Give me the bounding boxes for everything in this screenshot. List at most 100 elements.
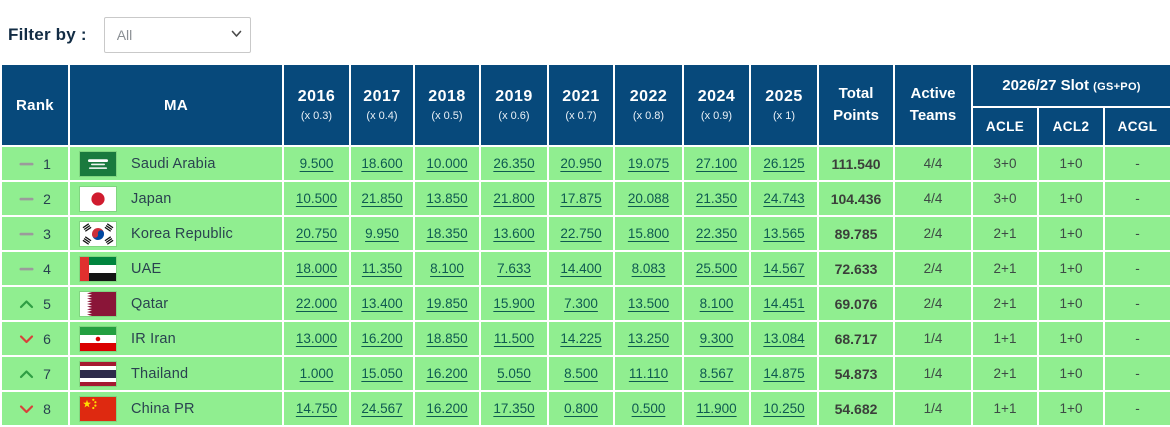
score-link[interactable]: 11.900 <box>696 401 737 416</box>
score-link[interactable]: 8.567 <box>699 366 734 381</box>
header-year-2019: 2019 (x 0.6) <box>479 63 549 147</box>
score-link[interactable]: 17.350 <box>493 401 535 416</box>
score-link[interactable]: 13.565 <box>763 226 805 241</box>
score-link[interactable]: 17.875 <box>560 191 602 206</box>
rank-number: 4 <box>43 260 51 277</box>
header-year-2016: 2016 (x 0.3) <box>282 63 351 147</box>
total-points: 69.076 <box>817 285 895 322</box>
score-link[interactable]: 13.400 <box>361 296 403 311</box>
score-link[interactable]: 7.300 <box>564 296 598 311</box>
slot-acle: 1+1 <box>971 390 1039 427</box>
active-teams: 1/4 <box>893 320 973 357</box>
score-link[interactable]: 14.225 <box>560 331 602 346</box>
score-link[interactable]: 18.000 <box>295 261 338 276</box>
score-link[interactable]: 16.200 <box>426 366 468 381</box>
flag-korea-republic-icon <box>80 221 116 246</box>
score-link[interactable]: 18.600 <box>361 156 403 171</box>
score-link[interactable]: 18.350 <box>426 226 468 241</box>
filter-dropdown[interactable]: All <box>103 16 251 53</box>
score-link[interactable]: 8.500 <box>564 366 598 381</box>
score-link[interactable]: 1.000 <box>299 366 334 381</box>
score-link[interactable]: 13.600 <box>493 226 535 241</box>
score-link[interactable]: 11.110 <box>628 366 669 381</box>
header-slot: 2026/27 Slot (GS+PO) <box>971 63 1170 108</box>
rank-up-icon <box>19 299 34 309</box>
rank-number: 5 <box>43 295 51 312</box>
header-acle: ACLE <box>971 106 1039 147</box>
score-link[interactable]: 25.500 <box>695 261 738 276</box>
table-row: 3 Korea Republic 20.750 9.950 18.350 13.… <box>0 215 1170 252</box>
score-link[interactable]: 21.800 <box>493 191 535 206</box>
rank-number: 3 <box>43 225 51 242</box>
score-link[interactable]: 15.050 <box>361 366 403 381</box>
score-link[interactable]: 0.800 <box>564 401 598 416</box>
slot-acgl: - <box>1103 145 1170 182</box>
score-link[interactable]: 13.000 <box>295 331 338 346</box>
score-link[interactable]: 14.400 <box>560 261 602 276</box>
score-link[interactable]: 9.300 <box>699 331 734 346</box>
score-link[interactable]: 13.084 <box>763 331 805 346</box>
country-name: IR Iran <box>131 330 176 347</box>
rank-up-icon <box>19 369 34 379</box>
total-points: 54.873 <box>817 355 895 392</box>
rank-number: 1 <box>43 155 51 172</box>
score-link[interactable]: 11.350 <box>361 261 403 276</box>
slot-acgl: - <box>1103 390 1170 427</box>
country-name: Saudi Arabia <box>131 155 216 172</box>
score-link[interactable]: 26.350 <box>493 156 535 171</box>
score-link[interactable]: 16.200 <box>426 401 468 416</box>
score-link[interactable]: 8.100 <box>430 261 464 276</box>
header-total-points: Total Points <box>817 63 895 147</box>
score-link[interactable]: 19.850 <box>426 296 468 311</box>
score-link[interactable]: 15.900 <box>493 296 535 311</box>
score-link[interactable]: 27.100 <box>695 156 738 171</box>
score-link[interactable]: 9.500 <box>299 156 334 171</box>
score-link[interactable]: 16.200 <box>361 331 403 346</box>
score-link[interactable]: 13.500 <box>627 296 670 311</box>
score-link[interactable]: 14.451 <box>763 296 805 311</box>
score-link[interactable]: 10.000 <box>426 156 468 171</box>
active-teams: 1/4 <box>893 355 973 392</box>
header-year-2018: 2018 (x 0.5) <box>413 63 481 147</box>
score-link[interactable]: 8.083 <box>631 261 666 276</box>
score-link[interactable]: 20.950 <box>560 156 602 171</box>
country-name: UAE <box>131 260 162 277</box>
header-year-2017: 2017 (x 0.4) <box>349 63 415 147</box>
score-link[interactable]: 22.000 <box>295 296 338 311</box>
score-link[interactable]: 13.850 <box>426 191 468 206</box>
score-link[interactable]: 20.088 <box>627 191 670 206</box>
score-link[interactable]: 18.850 <box>426 331 468 346</box>
score-link[interactable]: 14.750 <box>295 401 338 416</box>
score-link[interactable]: 5.050 <box>497 366 531 381</box>
score-link[interactable]: 13.250 <box>627 331 670 346</box>
score-link[interactable]: 22.350 <box>695 226 738 241</box>
score-link[interactable]: 24.743 <box>763 191 805 206</box>
score-link[interactable]: 19.075 <box>627 156 670 171</box>
header-ma: MA <box>68 63 284 147</box>
score-link[interactable]: 14.875 <box>763 366 805 381</box>
score-link[interactable]: 9.950 <box>365 226 399 241</box>
score-link[interactable]: 26.125 <box>763 156 805 171</box>
score-link[interactable]: 7.633 <box>497 261 531 276</box>
score-link[interactable]: 8.100 <box>699 296 734 311</box>
score-link[interactable]: 10.250 <box>763 401 805 416</box>
score-link[interactable]: 10.500 <box>295 191 338 206</box>
score-link[interactable]: 21.850 <box>361 191 403 206</box>
score-link[interactable]: 11.500 <box>493 331 535 346</box>
score-link[interactable]: 24.567 <box>361 401 403 416</box>
rank-number: 7 <box>43 365 51 382</box>
score-link[interactable]: 14.567 <box>763 261 805 276</box>
score-link[interactable]: 21.350 <box>695 191 738 206</box>
score-link[interactable]: 22.750 <box>560 226 602 241</box>
slot-acgl: - <box>1103 215 1170 252</box>
score-link[interactable]: 20.750 <box>295 226 338 241</box>
flag-japan-icon <box>80 186 116 211</box>
country-name: Qatar <box>131 295 169 312</box>
slot-acl2: 1+0 <box>1037 355 1105 392</box>
score-link[interactable]: 15.800 <box>627 226 670 241</box>
table-row: 1 Saudi Arabia 9.500 18.600 10.000 26.35… <box>0 145 1170 182</box>
slot-acle: 2+1 <box>971 215 1039 252</box>
score-link[interactable]: 0.500 <box>631 401 666 416</box>
country-name: Korea Republic <box>131 225 233 242</box>
slot-acle: 2+1 <box>971 250 1039 287</box>
